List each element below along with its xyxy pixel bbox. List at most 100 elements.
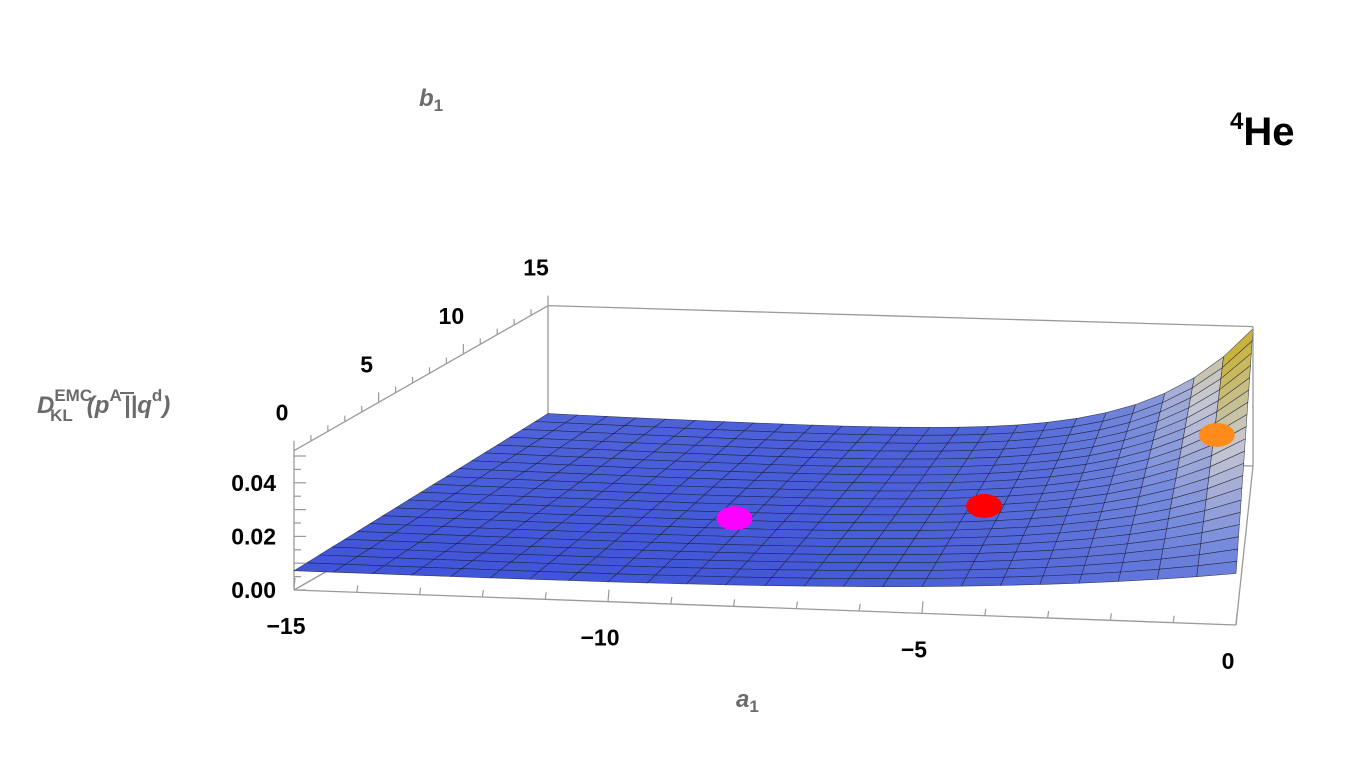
surface-cell bbox=[872, 490, 914, 500]
surface-cell bbox=[947, 434, 984, 444]
surface-cell bbox=[811, 521, 856, 531]
surface-cell bbox=[892, 561, 937, 571]
surface-cell bbox=[882, 578, 928, 588]
surface-cell bbox=[877, 530, 921, 540]
x-tick bbox=[1172, 615, 1175, 623]
surface-cell bbox=[693, 567, 741, 578]
surface-cell bbox=[889, 514, 931, 524]
chart-title: 4He bbox=[1230, 108, 1295, 154]
surface-cell bbox=[797, 497, 841, 507]
surface-cell bbox=[929, 458, 969, 468]
surface-cell bbox=[852, 474, 893, 484]
surface-cell bbox=[859, 466, 900, 476]
surface-cell bbox=[671, 550, 719, 561]
surface-cell bbox=[866, 546, 910, 555]
surface-cell bbox=[941, 442, 979, 452]
surface-cell bbox=[835, 538, 879, 548]
surface-cell bbox=[897, 458, 937, 468]
surface-cell bbox=[885, 474, 926, 484]
surface-cell bbox=[784, 553, 831, 563]
surface-cell bbox=[931, 561, 975, 571]
surface-cell bbox=[951, 473, 990, 483]
surface-cell bbox=[878, 482, 920, 492]
surface-cell bbox=[887, 570, 933, 579]
surface-cell bbox=[775, 521, 820, 531]
surface-cell bbox=[952, 426, 990, 436]
x-tick bbox=[795, 601, 798, 609]
data-point-markers bbox=[716, 422, 1235, 531]
bounding-box-front-edges bbox=[293, 326, 1254, 626]
surface-cell bbox=[1003, 567, 1047, 578]
surface-cell bbox=[777, 561, 824, 571]
surface-cell bbox=[908, 537, 952, 547]
surface-cell bbox=[746, 552, 793, 563]
tick-labels: −15 −10 −5 0 0 5 10 15 0.00 0.02 0.04 bbox=[231, 255, 1234, 674]
box-edge bbox=[293, 305, 549, 452]
surface-cell bbox=[960, 576, 1005, 587]
surface-cell bbox=[725, 576, 773, 586]
surface-cell bbox=[841, 530, 885, 540]
surface-cell bbox=[891, 466, 931, 476]
surface-cell bbox=[732, 568, 780, 578]
surface-cell bbox=[919, 521, 961, 531]
surface-cell bbox=[871, 538, 916, 548]
surface-cell bbox=[969, 560, 1013, 571]
y-tick-label: 10 bbox=[439, 303, 465, 329]
axis-ticks bbox=[293, 295, 1238, 626]
x-tick bbox=[293, 577, 296, 591]
surface-cell bbox=[940, 544, 984, 555]
surface-cell bbox=[924, 513, 966, 523]
surface-cell bbox=[845, 482, 887, 492]
surface-cell bbox=[900, 498, 942, 508]
surface-cell bbox=[956, 464, 995, 475]
surface-mesh bbox=[293, 328, 1254, 588]
y-tick-label: 5 bbox=[360, 351, 373, 377]
surface-cell bbox=[921, 577, 967, 587]
surface-cell bbox=[803, 577, 850, 587]
surface-cell bbox=[654, 566, 703, 577]
surface-cell bbox=[848, 570, 894, 579]
x-tick-label: −15 bbox=[266, 613, 305, 639]
surface-cell bbox=[646, 574, 696, 585]
surface-cell bbox=[838, 490, 881, 500]
y-tick-label: 0 bbox=[276, 400, 289, 426]
surface-cell bbox=[701, 559, 749, 570]
surface-cell bbox=[883, 522, 926, 532]
box-edge bbox=[1235, 465, 1254, 626]
surface-cell bbox=[764, 577, 812, 587]
x-tick bbox=[419, 587, 422, 595]
surface-cell bbox=[847, 522, 891, 532]
surface-cell bbox=[935, 553, 980, 563]
surface-cell bbox=[754, 544, 800, 555]
surface-cell bbox=[916, 434, 955, 444]
surface-cell bbox=[973, 551, 1017, 562]
surface-cell bbox=[761, 537, 807, 547]
surface-cell bbox=[818, 513, 862, 523]
surface-cell bbox=[945, 536, 988, 547]
surface-cell bbox=[860, 506, 902, 516]
x-tick bbox=[733, 599, 736, 607]
surface-cell bbox=[912, 482, 953, 492]
surface-cell bbox=[918, 474, 958, 484]
x-tick bbox=[858, 603, 861, 612]
z-axis-label: DEMC KL (pA||qd) bbox=[37, 386, 170, 425]
x-tick-label: 0 bbox=[1222, 648, 1235, 674]
x-tick bbox=[1047, 610, 1050, 619]
z-tick-label: 0.02 bbox=[231, 523, 276, 549]
z-tick-label: 0.00 bbox=[231, 577, 276, 603]
surface-cell bbox=[816, 561, 862, 571]
x-tick bbox=[921, 601, 924, 614]
data-point-2 bbox=[966, 493, 1003, 518]
x-tick bbox=[481, 589, 484, 598]
surface-cell bbox=[860, 554, 905, 563]
x-tick bbox=[607, 589, 610, 602]
surface-cell bbox=[926, 569, 971, 579]
surface-cell bbox=[854, 562, 900, 571]
box-edge bbox=[293, 589, 1237, 626]
surface-cell bbox=[935, 450, 974, 460]
surface-cell bbox=[1039, 573, 1083, 585]
surface-cell bbox=[865, 458, 906, 468]
surface-cell bbox=[898, 553, 942, 563]
surface-cell bbox=[965, 568, 1009, 579]
